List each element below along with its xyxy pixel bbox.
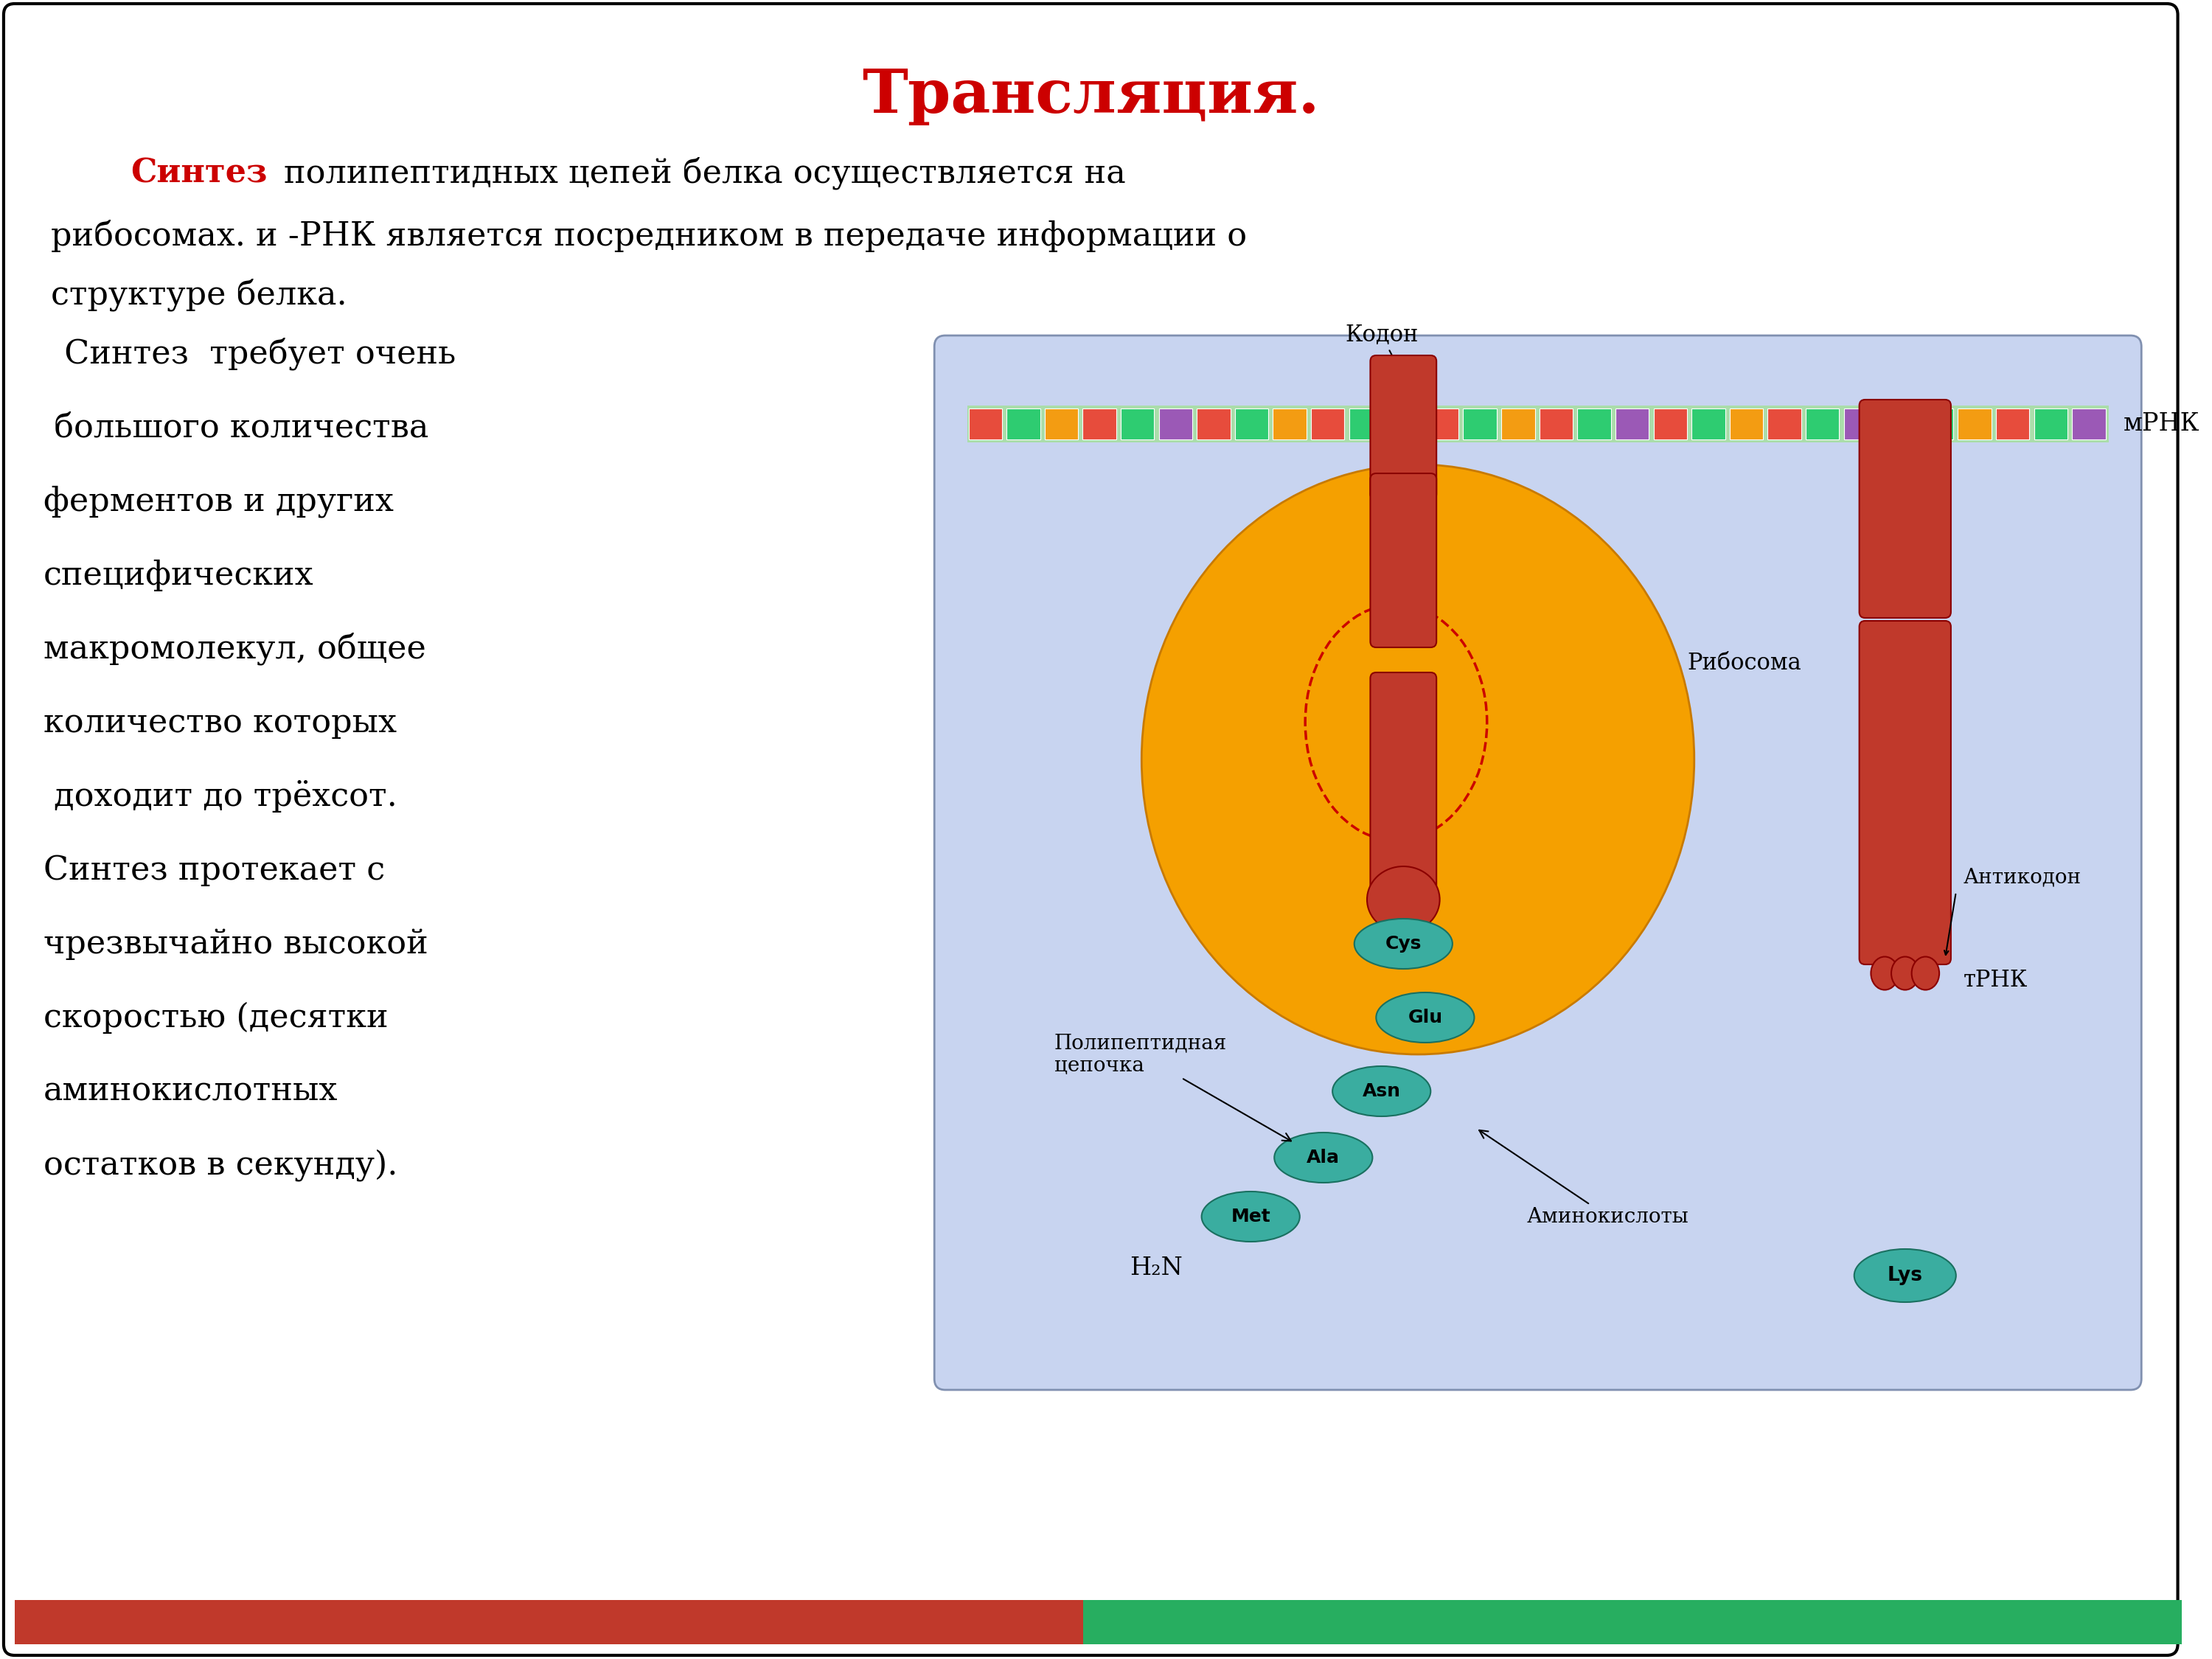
FancyBboxPatch shape <box>4 3 2179 1656</box>
FancyBboxPatch shape <box>1860 620 1951 964</box>
Ellipse shape <box>1911 957 1940 990</box>
Text: аминокислотных: аминокислотных <box>44 1075 338 1107</box>
FancyBboxPatch shape <box>1387 408 1420 440</box>
Text: полипептидных цепей белка осуществляется на: полипептидных цепей белка осуществляется… <box>283 158 1126 189</box>
Text: Asn: Asn <box>1363 1082 1400 1100</box>
Ellipse shape <box>1367 866 1440 932</box>
Text: большого количества: большого количества <box>44 411 429 443</box>
FancyBboxPatch shape <box>1958 408 1991 440</box>
FancyBboxPatch shape <box>2035 408 2068 440</box>
FancyBboxPatch shape <box>1502 408 1535 440</box>
FancyBboxPatch shape <box>1312 408 1345 440</box>
Text: скоростью (десятки: скоростью (десятки <box>44 1002 389 1034</box>
Ellipse shape <box>1891 957 1918 990</box>
Ellipse shape <box>1274 1133 1371 1183</box>
Text: Рибосома: Рибосома <box>1688 652 1801 675</box>
Ellipse shape <box>1871 957 1898 990</box>
Text: Ala: Ala <box>1307 1148 1340 1166</box>
Text: количество которых: количество которых <box>44 707 396 738</box>
FancyBboxPatch shape <box>1272 408 1307 440</box>
FancyBboxPatch shape <box>15 1599 1084 1644</box>
FancyBboxPatch shape <box>1349 408 1382 440</box>
Text: Lys: Lys <box>1887 1266 1922 1286</box>
FancyBboxPatch shape <box>1082 408 1117 440</box>
FancyBboxPatch shape <box>1369 473 1436 647</box>
Text: H₂N: H₂N <box>1130 1256 1183 1281</box>
Text: Кодон: Кодон <box>1345 324 1418 401</box>
FancyBboxPatch shape <box>1692 408 1725 440</box>
Ellipse shape <box>1376 992 1473 1042</box>
Text: Синтез: Синтез <box>131 158 268 189</box>
FancyBboxPatch shape <box>967 405 2108 443</box>
Text: макромолекул, общее: макромолекул, общее <box>44 632 427 665</box>
FancyBboxPatch shape <box>969 408 1002 440</box>
Ellipse shape <box>1354 919 1453 969</box>
FancyBboxPatch shape <box>1860 400 1951 617</box>
Ellipse shape <box>1854 1249 1955 1302</box>
FancyBboxPatch shape <box>1462 408 1498 440</box>
Text: Cys: Cys <box>1385 936 1422 952</box>
FancyBboxPatch shape <box>1369 355 1436 499</box>
Text: чрезвычайно высокой: чрезвычайно высокой <box>44 927 429 959</box>
Text: Антикодон: Антикодон <box>1964 868 2081 888</box>
Text: Трансляция.: Трансляция. <box>863 66 1318 126</box>
FancyBboxPatch shape <box>933 335 2141 1390</box>
FancyBboxPatch shape <box>1767 408 1801 440</box>
Text: специфических: специфических <box>44 559 314 591</box>
FancyBboxPatch shape <box>1805 408 1838 440</box>
FancyBboxPatch shape <box>1159 408 1192 440</box>
Text: остатков в секунду).: остатков в секунду). <box>44 1150 398 1181</box>
FancyBboxPatch shape <box>1121 408 1155 440</box>
FancyBboxPatch shape <box>1540 408 1573 440</box>
Ellipse shape <box>1332 1067 1431 1117</box>
Ellipse shape <box>1201 1191 1301 1241</box>
FancyBboxPatch shape <box>1425 408 1458 440</box>
FancyBboxPatch shape <box>1920 408 1953 440</box>
Text: тРНК: тРНК <box>1964 969 2028 992</box>
Text: Полипептидная
цепочка: Полипептидная цепочка <box>1055 1034 1292 1141</box>
FancyBboxPatch shape <box>1369 672 1436 891</box>
FancyBboxPatch shape <box>1044 408 1077 440</box>
Text: Аминокислоты: Аминокислоты <box>1480 1130 1690 1226</box>
Text: Синтез  требует очень: Синтез требует очень <box>44 337 456 370</box>
Text: структуре белка.: структуре белка. <box>51 279 347 312</box>
Text: мРНК: мРНК <box>2124 411 2199 436</box>
FancyBboxPatch shape <box>1234 408 1267 440</box>
Text: доходит до трёхсот.: доходит до трёхсот. <box>44 780 398 813</box>
FancyBboxPatch shape <box>1615 408 1648 440</box>
Text: Синтез протекает с: Синтез протекает с <box>44 854 385 886</box>
Text: Met: Met <box>1230 1208 1270 1226</box>
FancyBboxPatch shape <box>1006 408 1040 440</box>
FancyBboxPatch shape <box>1197 408 1230 440</box>
FancyBboxPatch shape <box>1845 408 1878 440</box>
FancyBboxPatch shape <box>1577 408 1610 440</box>
FancyBboxPatch shape <box>1995 408 2028 440</box>
FancyBboxPatch shape <box>2073 408 2106 440</box>
FancyBboxPatch shape <box>1084 1599 2181 1644</box>
Text: Glu: Glu <box>1407 1009 1442 1027</box>
Ellipse shape <box>1371 476 1436 513</box>
FancyBboxPatch shape <box>1730 408 1763 440</box>
Text: ферментов и других: ферментов и других <box>44 486 394 518</box>
Text: рибосомах. и -РНК является посредником в передаче информации о: рибосомах. и -РНК является посредником в… <box>51 219 1248 252</box>
FancyBboxPatch shape <box>1655 408 1688 440</box>
FancyBboxPatch shape <box>1882 408 1916 440</box>
Ellipse shape <box>1141 465 1694 1055</box>
